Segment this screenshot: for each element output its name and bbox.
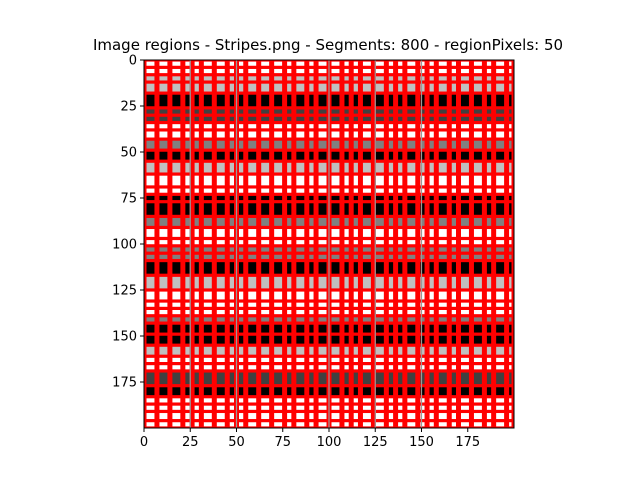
region-boundary-v-11 [269,60,275,428]
region-boundary-v-0 [144,60,147,428]
y-tick-label: 150 [112,330,137,345]
region-boundary-v-25 [424,60,430,428]
region-boundary-v-9 [243,60,249,428]
region-boundary-v-26 [433,60,439,428]
x-tick-label: 150 [409,435,434,450]
y-tick-label: 0 [129,54,137,69]
y-tick-label: 100 [112,238,137,253]
region-boundary-v-2 [167,60,173,428]
region-boundary-v-19 [357,60,363,428]
x-tick-label: 125 [363,435,388,450]
region-boundary-v-20 [370,60,376,428]
region-boundary-v-23 [402,60,408,428]
x-tick-label: 25 [182,435,199,450]
region-boundary-v-24 [415,60,421,428]
region-boundary-v-32 [504,60,510,428]
region-boundary-v-28 [456,60,461,428]
region-boundary-v-4 [189,60,195,428]
x-tick-label: 75 [274,435,291,450]
region-boundary-v-7 [224,60,230,428]
segmentation-image [144,60,514,428]
region-boundary-v-13 [291,60,297,428]
region-boundary-v-30 [481,60,487,428]
region-boundary-v-10 [256,60,262,428]
region-boundary-v-33 [511,60,514,428]
region-boundary-v-17 [339,60,345,428]
region-boundary-v-18 [348,60,354,428]
y-tick-label: 50 [120,146,137,161]
y-tick-label: 125 [112,284,137,299]
x-tick-label: 0 [140,435,148,450]
region-boundary-v-21 [383,60,389,428]
y-tick-label: 175 [112,376,137,391]
region-boundary-v-29 [468,60,474,428]
x-tick-label: 100 [317,435,342,450]
region-boundary-v-3 [180,60,186,428]
region-boundary-v-22 [393,60,399,428]
region-boundary-v-5 [198,60,204,428]
y-axis: 0 25 50 75 100 125 150 175 [112,54,144,391]
chart-title: Image regions - Stripes.png - Segments: … [93,36,563,54]
x-tick-label: 50 [228,435,245,450]
x-tick-label: 175 [455,435,480,450]
region-boundary-v-15 [313,60,319,428]
region-boundary-v-27 [446,60,452,428]
y-tick-label: 75 [120,192,137,207]
region-boundary-v-6 [211,60,217,428]
y-tick-label: 25 [120,100,137,115]
x-axis: 0 25 50 75 100 125 150 175 [140,428,480,450]
region-boundary-v-12 [282,60,288,428]
region-boundary-v-14 [304,60,310,428]
region-boundary-v-31 [491,60,497,428]
region-boundary-v-1 [154,60,160,428]
